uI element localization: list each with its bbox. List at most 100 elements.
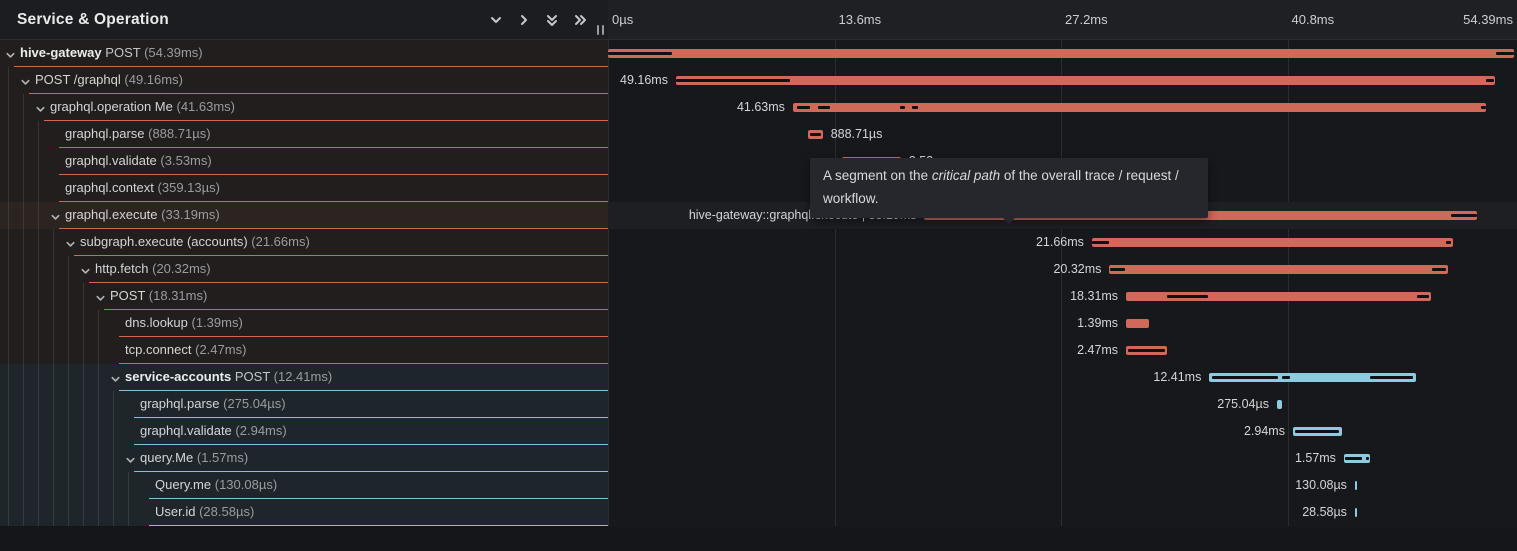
chevron-down-icon[interactable] [50,210,61,221]
span-bar[interactable] [1354,508,1357,517]
span-name: graphql.execute (33.19ms) [65,207,220,222]
indent-guide [128,472,129,499]
span-timeline-row[interactable]: 130.08µs [608,472,1517,499]
chevron-down-icon[interactable] [5,48,16,59]
tooltip-caret [1002,216,1016,224]
span-name: graphql.parse (888.71µs) [65,126,211,141]
critical-path-segment [1294,430,1340,433]
span-timeline-row[interactable]: 49.16ms [608,67,1517,94]
span-bar[interactable] [1091,238,1453,247]
span-row[interactable]: hive-gateway POST (54.39ms) [0,40,608,67]
critical-path-segment [1365,457,1369,460]
collapse-all-icon[interactable] [566,6,594,34]
span-timeline-row[interactable]: 21.66ms [608,229,1517,256]
service-color-underline [149,498,608,499]
span-row[interactable]: graphql.parse (275.04µs) [0,391,608,418]
chevron-down-icon[interactable] [35,102,46,113]
critical-path-segment [608,52,672,55]
span-bar[interactable] [1109,265,1448,274]
indent-guide [53,499,54,526]
span-row[interactable]: POST (18.31ms) [0,283,608,310]
span-row[interactable]: http.fetch (20.32ms) [0,256,608,283]
span-timeline-row[interactable] [608,40,1517,67]
indent-guide [98,418,99,445]
span-timeline-row[interactable]: 20.32ms [608,256,1517,283]
indent-guide [23,499,24,526]
span-bar[interactable] [1209,373,1417,382]
span-bar[interactable] [1126,292,1432,301]
critical-path-segment [1166,295,1208,298]
span-name: graphql.operation Me (41.63ms) [50,99,236,114]
bar-duration-label: 2.94ms [1243,424,1285,438]
span-timeline-row[interactable]: 18.31ms [608,283,1517,310]
bar-duration-label: 275.04µs [1217,397,1269,411]
span-row[interactable]: graphql.operation Me (41.63ms) [0,94,608,121]
span-name: subgraph.execute (accounts) (21.66ms) [80,234,310,249]
span-timeline-row[interactable]: 41.63ms [608,94,1517,121]
span-row[interactable]: tcp.connect (2.47ms) [0,337,608,364]
critical-path-segment [1431,268,1446,271]
indent-guide [23,391,24,418]
span-timeline-row[interactable]: 12.41ms [608,364,1517,391]
span-row[interactable]: subgraph.execute (accounts) (21.66ms) [0,229,608,256]
bar-duration-label: 41.63ms [736,100,785,114]
span-row[interactable]: Query.me (130.08µs) [0,472,608,499]
indent-guide [38,310,39,337]
span-row[interactable]: graphql.context (359.13µs) [0,175,608,202]
chevron-down-icon[interactable] [20,75,31,86]
chevron-down-icon[interactable] [110,372,121,383]
chevron-down-icon[interactable] [125,453,136,464]
indent-guide [98,445,99,472]
span-row[interactable]: service-accounts POST (12.41ms) [0,364,608,391]
tick-label: 40.8ms [1291,12,1335,27]
span-bar[interactable] [1276,400,1282,409]
indent-guide [8,67,9,94]
panel-title: Service & Operation [17,10,169,28]
span-row[interactable]: graphql.execute (33.19ms) [0,202,608,229]
indent-guide [8,202,9,229]
span-row[interactable]: graphql.parse (888.71µs) [0,121,608,148]
span-bar[interactable] [675,76,1495,85]
span-timeline-row[interactable]: 888.71µs [608,121,1517,148]
span-bar[interactable] [1354,481,1358,490]
indent-guide [38,283,39,310]
span-row[interactable]: User.id (28.58µs) [0,499,608,526]
column-resize-grip[interactable] [594,24,606,36]
expand-all-icon[interactable] [538,6,566,34]
indent-guide [83,364,84,391]
span-timeline-row[interactable]: 275.04µs [608,391,1517,418]
chevron-down-icon[interactable] [65,237,76,248]
span-name: User.id (28.58µs) [155,504,255,519]
span-bar[interactable] [1126,319,1150,328]
service-color-underline [119,363,608,364]
span-row[interactable]: graphql.validate (2.94ms) [0,418,608,445]
span-timeline-row[interactable]: 2.94ms [608,418,1517,445]
span-timeline-row[interactable]: 1.39ms [608,310,1517,337]
collapse-one-icon[interactable] [510,6,538,34]
span-row[interactable]: dns.lookup (1.39ms) [0,310,608,337]
critical-path-segment [810,133,822,136]
span-row[interactable]: POST /graphql (49.16ms) [0,67,608,94]
bar-duration-label: 1.39ms [1077,316,1119,330]
indent-guide [8,364,9,391]
expand-one-icon[interactable] [482,6,510,34]
span-timeline-row[interactable]: 28.58µs [608,499,1517,526]
span-timeline-row[interactable]: 1.57ms [608,445,1517,472]
critical-path-segment [1485,79,1495,82]
indent-guide [8,121,9,148]
span-bar[interactable] [792,103,1487,112]
indent-guide [8,148,9,175]
bar-duration-label: 1.57ms [1294,451,1336,465]
indent-guide [23,256,24,283]
span-bar[interactable] [608,49,1514,58]
indent-guide [23,148,24,175]
span-timeline-row[interactable]: 2.47ms [608,337,1517,364]
span-row[interactable]: query.Me (1.57ms) [0,445,608,472]
indent-guide [38,256,39,283]
span-name: POST /graphql (49.16ms) [35,72,183,87]
chevron-down-icon[interactable] [95,291,106,302]
span-name: graphql.parse (275.04µs) [140,396,286,411]
indent-guide [38,175,39,202]
span-row[interactable]: graphql.validate (3.53ms) [0,148,608,175]
chevron-down-icon[interactable] [80,264,91,275]
